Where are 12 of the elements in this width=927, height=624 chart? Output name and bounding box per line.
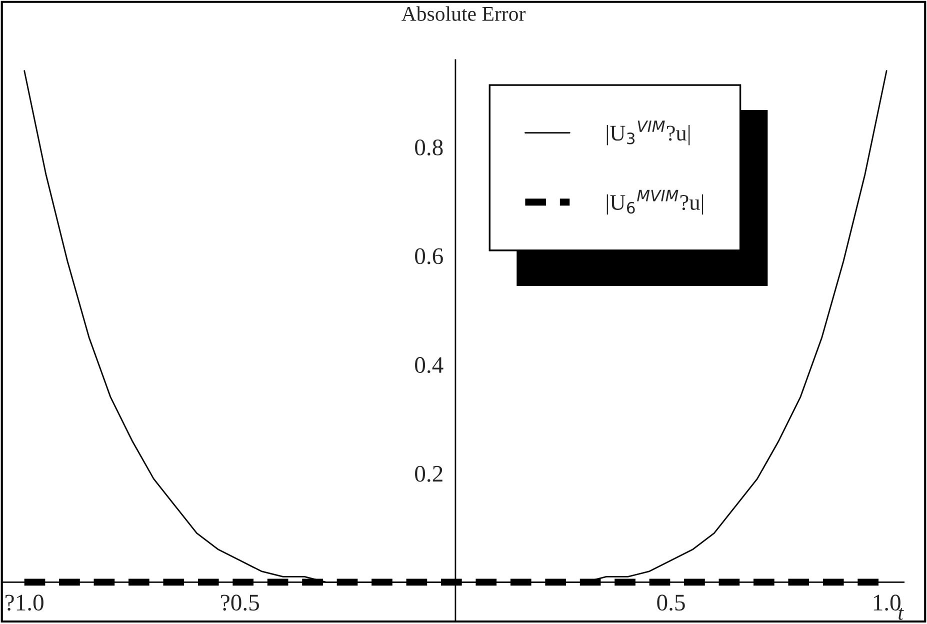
- x-tick-label: 1.0: [874, 594, 900, 611]
- x-tick-label: 0.5: [657, 594, 685, 611]
- y-tick-label: 0.2: [415, 466, 442, 482]
- legend-label: |U$_{6}$$^{MVIM}$?u|: [606, 190, 704, 215]
- y-tick-label: 0.8: [415, 139, 443, 156]
- x-axis-title: t: [898, 608, 904, 620]
- y-tick-label: 0.6: [415, 248, 443, 264]
- legend-label: |U$_{3}$$^{VIM}$?u|: [606, 120, 690, 146]
- chart-title: Absolute Error: [402, 6, 526, 21]
- x-tick-label: ?0.5: [221, 594, 259, 611]
- x-tick-label: ?1.0: [6, 594, 44, 611]
- y-tick-label: 0.4: [415, 357, 444, 374]
